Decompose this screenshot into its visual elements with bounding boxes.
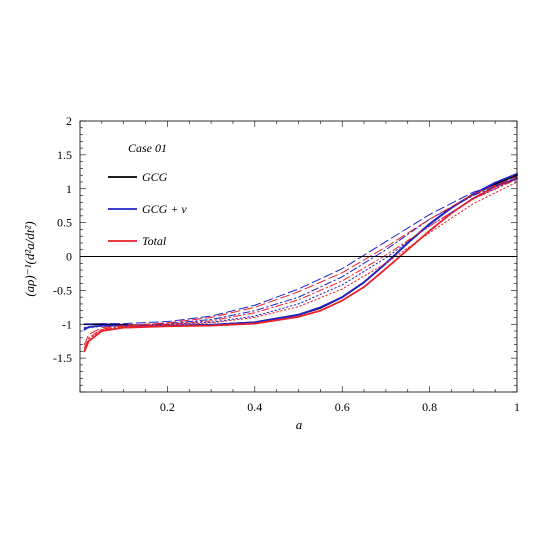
x-axis-label: a [296,417,303,432]
y-tick-label: -0.5 [53,283,72,297]
series-line-8 [83,181,518,351]
series-line-6 [83,176,518,346]
y-tick-label: -1 [62,317,72,331]
series-line-7 [83,178,518,349]
legend-label-total: Total [142,234,167,248]
legend: Case 01 GCG GCG + ν Total [108,141,187,248]
plot-lines [83,172,518,353]
legend-label-gcg-nu: GCG + ν [142,202,187,216]
x-tick-label: 0.4 [247,400,262,414]
y-tick-label: 1.5 [57,148,72,162]
y-tick-label: 0.5 [57,216,72,230]
series-line-3 [83,178,518,325]
y-tick-label: 1 [66,182,72,196]
y-tick-label: 2 [66,114,72,128]
y-tick-label: 0 [66,250,72,264]
x-tick-label: 1 [514,400,520,414]
y-tick-label: -1.5 [53,351,72,365]
y-axis-label: (aρ)⁻¹(d²a/dt²) [22,221,37,296]
x-tick-label: 0.6 [335,400,350,414]
x-tick-label: 0.2 [160,400,175,414]
axis-ticks [79,120,518,393]
x-tick-label: 0.8 [422,400,437,414]
legend-label-gcg: GCG [142,170,168,184]
legend-title: Case 01 [128,141,167,155]
tick-labels: 0.2 0.4 0.6 0.8 1 -1.5 -1 -0.5 0 0.5 1 1.5 2 [53,114,520,414]
